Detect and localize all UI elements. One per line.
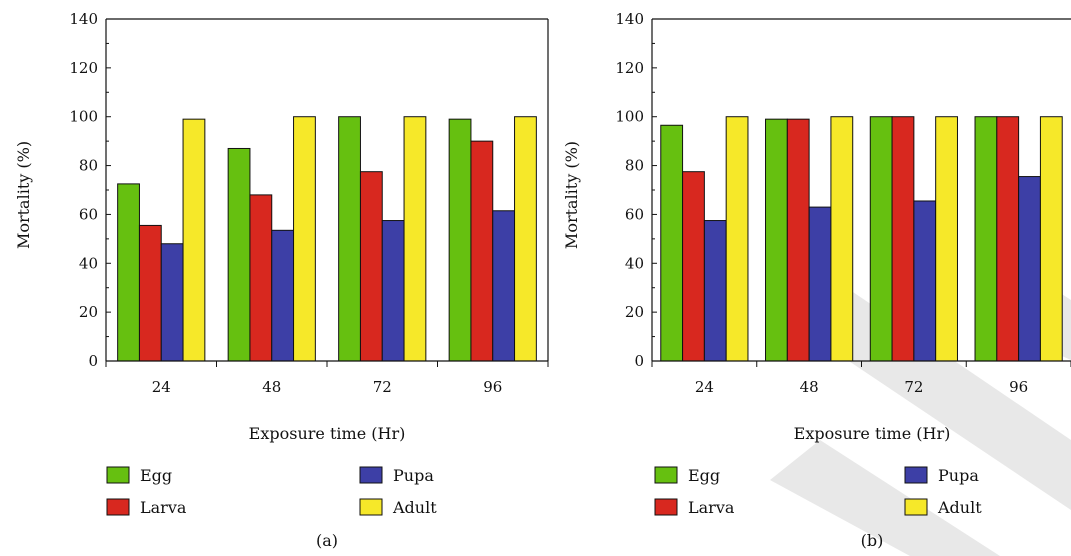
bar-adult-24 (725, 116, 749, 362)
bar-adult-48 (830, 116, 854, 362)
bar-pupa-48 (271, 229, 295, 362)
bar-adult-96 (514, 116, 537, 362)
bar-pupa-72 (913, 200, 937, 362)
y-tick-label: 60 (625, 205, 644, 223)
legend-label-adult: Adult (937, 498, 982, 517)
bar-larva-48 (786, 118, 810, 362)
y-tick-label: 120 (615, 59, 644, 77)
y-tick-label: 80 (79, 157, 98, 175)
bar-adult-72 (403, 116, 427, 362)
watermark-stroke (770, 440, 1000, 556)
x-tick-label: 24 (152, 378, 171, 396)
legend-swatch-pupa (359, 466, 383, 484)
legend-label-larva: Larva (688, 498, 735, 517)
legend-swatch-adult (904, 498, 928, 516)
bar-pupa-72 (381, 220, 405, 362)
legend-swatch-larva (106, 498, 130, 516)
legend-swatch-larva (654, 498, 678, 516)
bar-larva-96 (996, 116, 1020, 362)
chart-panel-a: 0 20 40 60 80 100 120 140 24 48 72 96 Mortality (%) E… (14, 10, 549, 550)
legend-swatch-egg (654, 466, 678, 484)
legend-swatch-pupa (904, 466, 928, 484)
bar-adult-72 (935, 116, 958, 362)
bar-adult-24 (182, 118, 206, 362)
bar-egg-72 (869, 116, 893, 362)
x-tick-label: 72 (904, 378, 923, 396)
y-tick-label: 120 (69, 59, 98, 77)
bar-larva-48 (249, 194, 273, 362)
x-tick-label: 24 (695, 378, 714, 396)
legend-swatch-egg (106, 466, 130, 484)
y-tick-label: 0 (88, 352, 98, 370)
legend-label-egg: Egg (688, 466, 720, 485)
bar-pupa-96 (492, 210, 516, 362)
legend-swatch-adult (359, 498, 383, 516)
bar-egg-72 (338, 116, 361, 362)
panel-label: (b) (861, 531, 884, 550)
x-tick-label: 48 (800, 378, 819, 396)
y-tick-label: 40 (625, 254, 644, 272)
panel-label: (a) (316, 531, 338, 550)
bar-pupa-96 (1018, 176, 1041, 362)
bar-larva-72 (891, 116, 915, 362)
bar-egg-24 (117, 183, 140, 362)
chart-panel-b: 0 20 40 60 80 100 120 140 24 48 72 96 Mortality (%) E… (562, 10, 1071, 550)
x-tick-label: 96 (1009, 378, 1028, 396)
bar-adult-96 (1039, 116, 1063, 362)
y-tick-label: 40 (79, 254, 98, 272)
legend-label-egg: Egg (140, 466, 172, 485)
bar-egg-24 (660, 124, 684, 362)
y-tick-label: 0 (634, 352, 644, 370)
bar-pupa-24 (703, 220, 727, 362)
bar-larva-24 (682, 171, 705, 362)
legend-label-larva: Larva (140, 498, 187, 517)
bar-egg-48 (227, 147, 251, 362)
bar-pupa-24 (160, 243, 184, 362)
y-tick-label: 80 (625, 157, 644, 175)
y-tick-label: 140 (615, 10, 644, 28)
x-axis-title: Exposure time (Hr) (794, 424, 951, 443)
y-tick-label: 100 (69, 108, 98, 126)
legend-label-pupa: Pupa (393, 466, 434, 485)
legend-label-pupa: Pupa (938, 466, 979, 485)
legend-label-adult: Adult (392, 498, 437, 517)
bar-egg-48 (765, 118, 788, 362)
x-tick-label: 72 (373, 378, 392, 396)
bar-larva-24 (138, 224, 162, 362)
y-tick-label: 140 (69, 10, 98, 28)
bar-pupa-48 (808, 206, 832, 362)
y-tick-label: 20 (625, 303, 644, 321)
x-axis-title: Exposure time (Hr) (249, 424, 406, 443)
bar-adult-48 (293, 116, 316, 362)
bar-egg-96 (448, 118, 472, 362)
bar-larva-96 (470, 140, 494, 362)
y-tick-label: 20 (79, 303, 98, 321)
y-tick-label: 60 (79, 205, 98, 223)
x-tick-label: 48 (262, 378, 281, 396)
bar-larva-72 (359, 171, 383, 362)
y-axis-title: Mortality (%) (562, 141, 581, 249)
y-tick-label: 100 (615, 108, 644, 126)
y-axis-title: Mortality (%) (14, 141, 33, 249)
x-tick-label: 96 (483, 378, 502, 396)
bar-egg-96 (974, 116, 998, 362)
